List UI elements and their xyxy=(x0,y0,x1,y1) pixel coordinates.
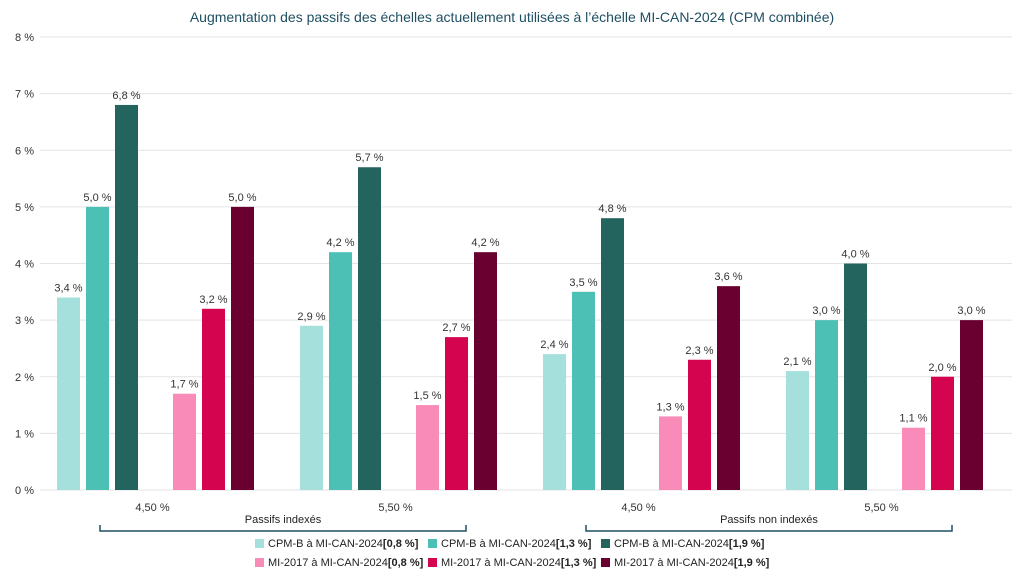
bar xyxy=(416,405,439,490)
bar xyxy=(115,104,138,490)
data-label: 4,2 % xyxy=(326,237,354,249)
y-tick-label: 6 % xyxy=(15,145,34,157)
bar xyxy=(86,206,109,490)
bar xyxy=(902,427,925,490)
bar xyxy=(300,325,323,490)
data-label: 5,0 % xyxy=(228,192,256,204)
bar xyxy=(572,291,595,490)
bars: 3,4 % 5,0 % 6,8 % 1,7 % 3,2 % 5,0 % 2,9 % 4,2 %… xyxy=(54,90,986,491)
y-tick-label: 3 % xyxy=(15,315,34,327)
bar xyxy=(173,393,196,490)
legend-entry: CPM-B à MI-CAN-2024[1,9 %] xyxy=(614,538,765,550)
legend: CPM-B à MI-CAN-2024[0,8 %] CPM-B à MI-CAN… xyxy=(255,538,770,569)
legend-entry: MI-2017 à MI-CAN-2024[1,9 %] xyxy=(614,557,770,569)
legend-swatch xyxy=(428,539,437,548)
y-tick-label: 7 % xyxy=(15,89,34,101)
data-label: 1,7 % xyxy=(170,379,198,391)
x-category-label: 4,50 % xyxy=(135,502,169,514)
legend-entry: MI-2017 à MI-CAN-2024[0,8 %] xyxy=(268,557,424,569)
y-tick-label: 1 % xyxy=(15,428,34,440)
legend-swatch xyxy=(601,558,610,567)
data-label: 6,8 % xyxy=(112,90,140,102)
y-tick-label: 8 % xyxy=(15,32,34,44)
y-tick-label: 4 % xyxy=(15,259,34,271)
legend-entry: CPM-B à MI-CAN-2024[0,8 %] xyxy=(268,538,419,550)
data-label: 4,0 % xyxy=(841,249,869,261)
data-label: 5,7 % xyxy=(355,152,383,164)
data-label: 4,2 % xyxy=(471,237,499,249)
bar xyxy=(474,252,497,490)
bar xyxy=(688,359,711,490)
bar xyxy=(202,308,225,490)
data-label: 5,0 % xyxy=(83,192,111,204)
legend-entry: CPM-B à MI-CAN-2024[1,3 %] xyxy=(441,538,592,550)
bar xyxy=(601,218,624,490)
data-label: 2,0 % xyxy=(928,362,956,374)
legend-swatch xyxy=(255,539,264,548)
data-label: 2,9 % xyxy=(297,311,325,323)
bar xyxy=(659,416,682,490)
bar xyxy=(329,252,352,490)
data-label: 1,1 % xyxy=(899,413,927,425)
y-tick-label: 2 % xyxy=(15,372,34,384)
x-category-label: 5,50 % xyxy=(378,502,412,514)
data-label: 3,4 % xyxy=(54,282,82,294)
bar xyxy=(815,320,838,490)
bar xyxy=(717,286,740,490)
group-bracket xyxy=(99,525,467,532)
data-label: 3,5 % xyxy=(569,277,597,289)
bar xyxy=(231,206,254,490)
data-label: 2,7 % xyxy=(442,322,470,334)
bar xyxy=(786,371,809,490)
x-category-label: 4,50 % xyxy=(621,502,655,514)
group-brackets: Passifs indexés Passifs non indexés xyxy=(99,514,953,532)
x-category-label: 5,50 % xyxy=(864,502,898,514)
bar xyxy=(57,297,80,490)
group-label: Passifs non indexés xyxy=(720,514,818,526)
group-label: Passifs indexés xyxy=(245,514,322,526)
data-label: 3,2 % xyxy=(199,294,227,306)
legend-swatch xyxy=(601,539,610,548)
data-label: 3,0 % xyxy=(957,305,985,317)
data-label: 2,3 % xyxy=(685,345,713,357)
legend-entry: MI-2017 à MI-CAN-2024[1,3 %] xyxy=(441,557,597,569)
bar xyxy=(358,167,381,491)
chart-title: Augmentation des passifs des échelles ac… xyxy=(190,9,834,25)
data-label: 1,5 % xyxy=(413,390,441,402)
data-label: 2,4 % xyxy=(540,339,568,351)
bar xyxy=(445,337,468,490)
category-labels: 4,50 % 5,50 % 4,50 % 5,50 % xyxy=(135,502,898,514)
group-bracket xyxy=(585,525,953,532)
data-label: 1,3 % xyxy=(656,401,684,413)
bar xyxy=(931,376,954,490)
legend-swatch xyxy=(255,558,264,567)
bar xyxy=(844,263,867,490)
y-tick-label: 5 % xyxy=(15,202,34,214)
y-tick-label: 0 % xyxy=(15,485,34,497)
data-label: 3,0 % xyxy=(812,305,840,317)
legend-swatch xyxy=(428,558,437,567)
data-label: 4,8 % xyxy=(598,203,626,215)
y-axis-ticks: 0 % 1 % 2 % 3 % 4 % 5 % 6 % 7 % 8 % xyxy=(15,32,34,497)
bar xyxy=(543,354,566,490)
data-label: 2,1 % xyxy=(783,356,811,368)
bar xyxy=(960,320,983,490)
data-label: 3,6 % xyxy=(714,271,742,283)
